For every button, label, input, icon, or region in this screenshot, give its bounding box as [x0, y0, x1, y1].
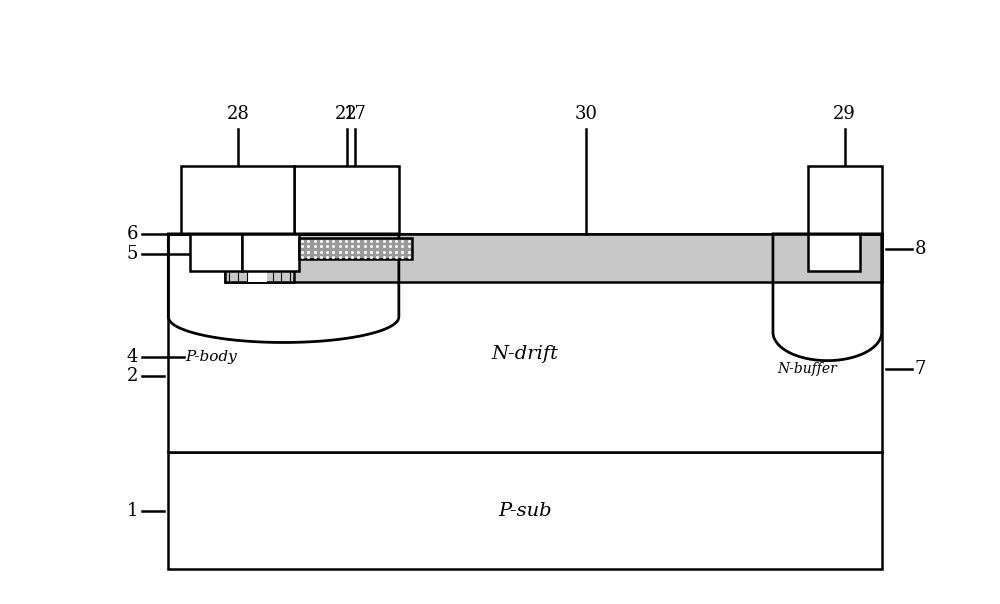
Text: 17: 17 — [344, 105, 367, 123]
Text: P+: P+ — [207, 246, 226, 259]
Bar — [299, 239, 412, 260]
Text: 30: 30 — [574, 105, 597, 123]
Text: P-body: P-body — [186, 350, 237, 364]
Text: 28: 28 — [226, 105, 249, 123]
Bar — [225, 234, 294, 282]
Text: P-sub: P-sub — [498, 502, 552, 519]
Text: N-buffer: N-buffer — [777, 362, 837, 376]
Text: 7: 7 — [915, 360, 926, 378]
Bar — [247, 234, 267, 282]
Text: N-drift: N-drift — [492, 345, 558, 363]
Bar — [242, 234, 299, 271]
Bar — [294, 165, 399, 234]
Text: 1: 1 — [126, 502, 138, 519]
Bar — [168, 452, 882, 569]
Text: 22: 22 — [335, 105, 358, 123]
Bar — [808, 165, 882, 234]
Bar — [168, 234, 882, 452]
Bar — [225, 234, 882, 282]
Text: 5: 5 — [126, 245, 138, 263]
Bar — [181, 165, 294, 234]
Text: 4: 4 — [126, 348, 138, 365]
Bar — [190, 234, 242, 271]
Text: 8: 8 — [915, 240, 926, 258]
Text: N+: N+ — [260, 246, 281, 259]
Text: 6: 6 — [126, 225, 138, 243]
Text: 29: 29 — [833, 105, 856, 123]
Text: N+: N+ — [823, 246, 845, 259]
Text: 2: 2 — [126, 367, 138, 385]
Bar — [808, 234, 860, 271]
